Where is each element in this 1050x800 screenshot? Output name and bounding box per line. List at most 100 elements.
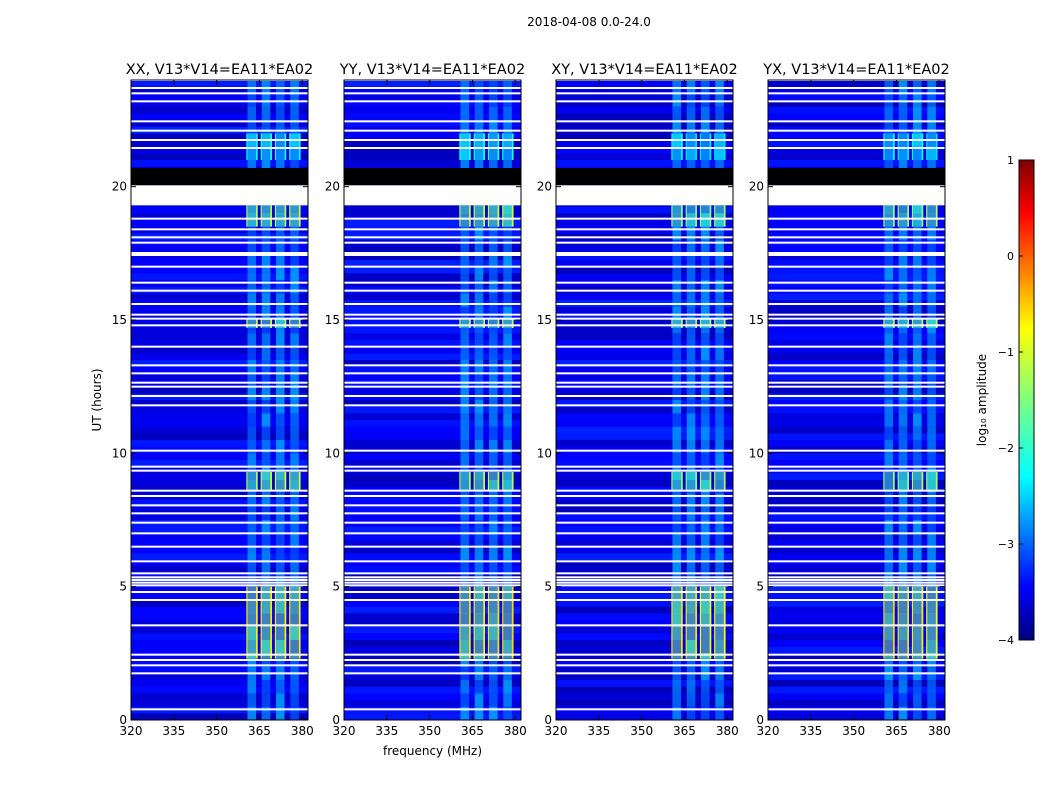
rfi-streak xyxy=(715,226,724,240)
rfi-streak xyxy=(276,226,285,240)
flagged-row xyxy=(768,317,945,320)
rfi-streak xyxy=(261,213,271,227)
rfi-streak xyxy=(474,520,484,534)
heatmap-strip xyxy=(344,406,521,414)
flagged-row xyxy=(768,581,945,584)
heatmap-strip xyxy=(131,660,308,667)
rfi-streak xyxy=(701,306,710,320)
rfi-streak xyxy=(913,293,922,307)
rfi-streak xyxy=(884,373,894,387)
heatmap-strip xyxy=(131,160,308,167)
rfi-streak xyxy=(503,253,512,267)
rfi-streak xyxy=(247,346,257,360)
flagged-row xyxy=(131,664,308,667)
rfi-streak xyxy=(276,600,285,614)
heatmap-strip xyxy=(768,640,945,647)
rfi-streak xyxy=(247,493,257,507)
heatmap-strip xyxy=(131,406,308,414)
rfi-streak xyxy=(247,453,257,467)
heatmap-strip xyxy=(344,220,521,227)
rfi-streak xyxy=(913,453,922,467)
flagged-row xyxy=(768,324,945,327)
rfi-streak xyxy=(276,466,285,480)
flagged-row xyxy=(344,653,521,656)
heatmap-strip xyxy=(344,553,521,560)
flagged-row xyxy=(344,572,521,575)
rfi-streak xyxy=(913,626,922,640)
rfi-streak xyxy=(715,480,724,494)
rfi-streak xyxy=(503,520,512,534)
rfi-streak xyxy=(276,93,285,107)
heatmap-strip xyxy=(344,653,521,660)
flagged-row xyxy=(344,672,521,675)
rfi-streak xyxy=(247,213,257,227)
rfi-streak xyxy=(276,400,285,414)
heatmap-strip xyxy=(768,566,945,574)
heatmap-strip xyxy=(768,293,945,300)
rfi-streak xyxy=(672,106,682,120)
rfi-streak xyxy=(672,613,682,627)
flagged-row xyxy=(556,281,733,284)
rfi-streak xyxy=(927,600,936,614)
flagged-row xyxy=(131,624,308,627)
heatmap-strip xyxy=(131,633,308,640)
flagged-row xyxy=(556,591,733,593)
rfi-streak xyxy=(701,520,710,534)
rfi-streak xyxy=(276,560,285,574)
heatmap-strip xyxy=(344,693,521,700)
rfi-streak xyxy=(884,693,894,707)
rfi-streak xyxy=(913,253,922,267)
flagged-row xyxy=(768,560,945,563)
heatmap-strip xyxy=(344,680,521,687)
rfi-streak xyxy=(686,600,696,614)
flagged-span xyxy=(768,185,945,206)
heatmap-strip xyxy=(768,80,945,87)
flagged-row xyxy=(131,560,308,563)
heatmap-strip xyxy=(556,93,733,100)
rfi-streak xyxy=(290,280,299,294)
heatmap-strip xyxy=(344,340,521,347)
heatmap-strip xyxy=(344,80,521,87)
rfi-streak xyxy=(898,600,908,614)
rfi-streak xyxy=(460,440,470,454)
heatmap-strip xyxy=(131,260,308,267)
rfi-streak xyxy=(672,360,682,374)
rfi-streak xyxy=(927,426,936,440)
rfi-streak xyxy=(474,480,484,494)
flagged-row xyxy=(768,576,945,579)
rfi-streak xyxy=(261,253,271,267)
rfi-streak xyxy=(701,626,710,640)
flagged-row xyxy=(768,659,945,661)
rfi-streak xyxy=(715,306,724,320)
flagged-row xyxy=(344,404,521,407)
heatmap-strip xyxy=(768,260,945,267)
rfi-streak xyxy=(913,400,922,414)
y-tick-label: 15 xyxy=(749,313,764,327)
rfi-streak xyxy=(474,413,484,427)
flagged-row xyxy=(131,545,308,548)
rfi-streak xyxy=(701,93,710,107)
rfi-streak xyxy=(701,386,710,400)
flagged-row xyxy=(556,521,733,524)
heatmap-strip xyxy=(556,680,733,687)
rfi-streak xyxy=(261,80,271,94)
rfi-streak xyxy=(489,693,498,707)
heatmap-strip xyxy=(768,500,945,507)
rfi-streak xyxy=(927,106,936,120)
heatmap-strip xyxy=(344,686,521,694)
rfi-streak xyxy=(884,626,894,640)
heatmap-image xyxy=(344,79,521,720)
flagged-row xyxy=(768,504,945,507)
rfi-streak xyxy=(701,200,710,214)
rfi-streak xyxy=(247,93,257,107)
rfi-streak xyxy=(715,240,724,254)
rfi-streak xyxy=(474,706,484,720)
rfi-streak xyxy=(247,600,257,614)
rfi-streak xyxy=(290,80,299,94)
rfi-streak xyxy=(460,400,470,414)
rfi-streak xyxy=(276,146,285,160)
heatmap-strip xyxy=(768,406,945,414)
rfi-streak xyxy=(701,480,710,494)
rfi-streak xyxy=(686,266,696,280)
rfi-streak xyxy=(247,386,257,400)
